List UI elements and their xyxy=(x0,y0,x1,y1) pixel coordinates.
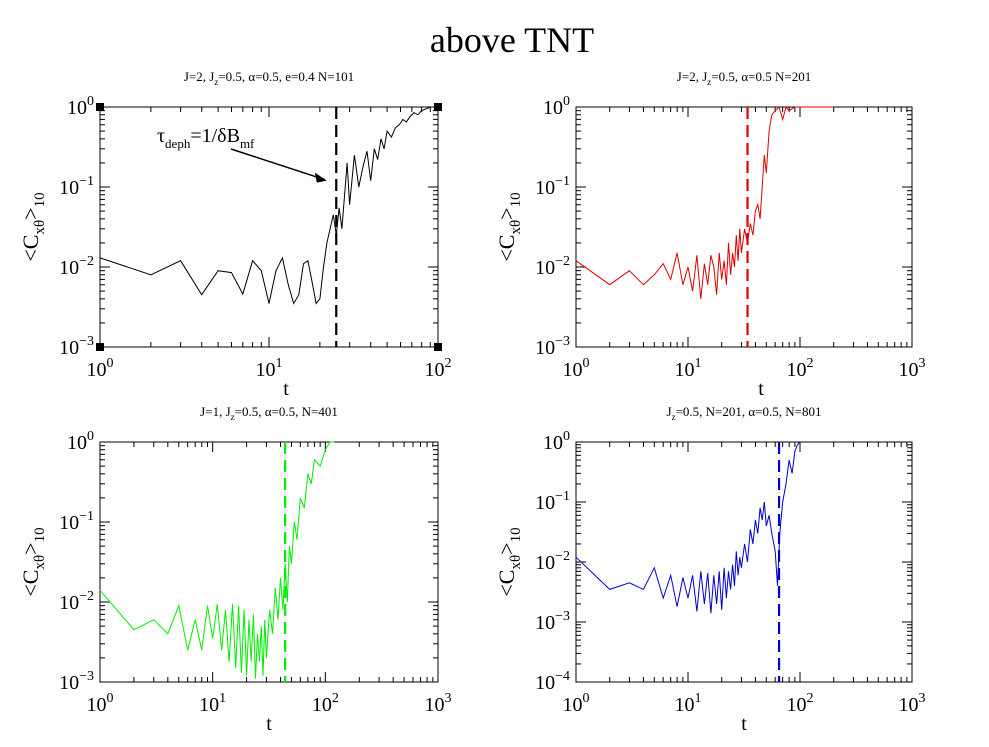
y-tick-label: 10−2 xyxy=(535,254,570,279)
x-axis-label: t xyxy=(266,713,272,735)
panel-title: Jz=0.5, N=201, α=0.5, N=801 xyxy=(667,404,822,422)
x-tick-label: 100 xyxy=(563,356,590,381)
annotation-arrowhead xyxy=(314,172,327,183)
y-tick-label: 10−3 xyxy=(535,609,570,634)
y-axis-label: <Cxθ>10 xyxy=(494,527,524,596)
series-line xyxy=(575,441,801,614)
x-tick-label: 102 xyxy=(787,691,814,716)
x-axis-label: t xyxy=(741,713,747,735)
plot-frame xyxy=(99,106,439,348)
panel-title: J=2, Jz=0.5, α=0.5 N=201 xyxy=(677,69,811,87)
series-line xyxy=(99,441,335,679)
x-tick-label: 101 xyxy=(675,356,702,381)
x-tick-label: 102 xyxy=(312,691,339,716)
panel-title: J=1, Jz=0.5, α=0.5, N=401 xyxy=(200,404,338,422)
y-axis-label: <Cxθ>10 xyxy=(494,192,524,261)
y-tick-label: 10−1 xyxy=(535,489,570,514)
x-tick-label: 102 xyxy=(425,356,452,381)
y-tick-label: 10−1 xyxy=(535,174,570,199)
x-tick-label: 102 xyxy=(787,356,814,381)
x-tick-label: 100 xyxy=(87,356,114,381)
x-tick-label: 103 xyxy=(899,691,926,716)
panel-title: J=2, Jz=0.5, α=0.5, e=0.4 N=101 xyxy=(184,69,354,87)
y-tick-label: 10−1 xyxy=(59,509,94,534)
y-tick-label: 10−3 xyxy=(535,334,570,359)
corner-marker xyxy=(434,343,442,351)
x-axis-label: t xyxy=(283,378,289,400)
x-tick-label: 100 xyxy=(563,691,590,716)
plot-frame xyxy=(575,106,913,348)
plot-frame xyxy=(575,441,913,683)
y-tick-label: 100 xyxy=(67,429,94,454)
figure-title: above TNT xyxy=(430,20,594,60)
y-tick-label: 100 xyxy=(67,94,94,119)
y-tick-label: 10−2 xyxy=(535,549,570,574)
plot-frame xyxy=(99,441,439,683)
corner-marker xyxy=(434,103,442,111)
corner-marker xyxy=(96,103,104,111)
y-tick-label: 10−3 xyxy=(59,334,94,359)
series-line xyxy=(99,106,438,305)
annotation-arrow xyxy=(230,148,326,181)
chart-panel-1: J=2, Jz=0.5, α=0.5, e=0.4 N=101 100 101 102… xyxy=(18,69,452,400)
chart-panel-4: Jz=0.5, N=201, α=0.5, N=801 100 101 102 103 1… xyxy=(494,404,926,735)
y-tick-label: 100 xyxy=(543,94,570,119)
chart-panel-2: J=2, Jz=0.5, α=0.5 N=201 100 101 102 103 10−3… xyxy=(494,69,926,400)
y-axis-label: <Cxθ>10 xyxy=(18,527,48,596)
corner-marker xyxy=(96,343,104,351)
x-tick-label: 101 xyxy=(256,356,283,381)
x-tick-label: 103 xyxy=(899,356,926,381)
series-line xyxy=(575,105,834,299)
y-tick-label: 10−3 xyxy=(59,669,94,694)
x-tick-label: 101 xyxy=(199,691,226,716)
chart-panel-3: J=1, Jz=0.5, α=0.5, N=401 100 101 102 103 10−… xyxy=(18,404,452,735)
y-tick-label: 10−1 xyxy=(59,174,94,199)
y-tick-label: 100 xyxy=(543,429,570,454)
annotation-label: τdeph=1/δBmf xyxy=(157,125,255,151)
y-tick-label: 10−2 xyxy=(59,589,94,614)
x-tick-label: 101 xyxy=(675,691,702,716)
x-axis-label: t xyxy=(758,378,764,400)
y-axis-label: <Cxθ>10 xyxy=(18,192,48,261)
y-tick-label: 10−4 xyxy=(535,669,570,694)
x-tick-label: 100 xyxy=(87,691,114,716)
y-tick-label: 10−2 xyxy=(59,254,94,279)
x-tick-label: 103 xyxy=(425,691,452,716)
